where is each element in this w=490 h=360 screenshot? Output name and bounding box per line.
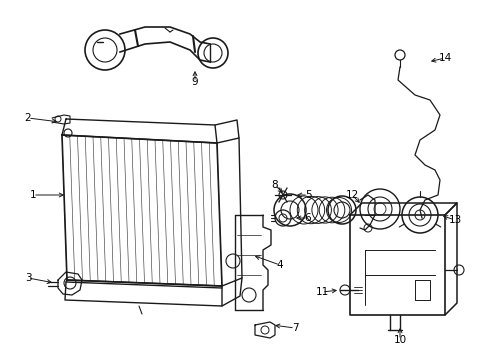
Text: 8: 8 [271, 180, 278, 190]
Text: 13: 13 [448, 215, 462, 225]
Text: 10: 10 [393, 335, 407, 345]
Text: 7: 7 [292, 323, 298, 333]
Text: 9: 9 [192, 77, 198, 87]
Text: 11: 11 [316, 287, 329, 297]
Text: 12: 12 [345, 190, 359, 200]
Text: 5: 5 [305, 190, 311, 200]
Text: 14: 14 [439, 53, 452, 63]
Text: 1: 1 [30, 190, 36, 200]
Text: 4: 4 [277, 260, 283, 270]
Text: 2: 2 [24, 113, 31, 123]
Text: 6: 6 [305, 213, 311, 223]
Text: 3: 3 [24, 273, 31, 283]
